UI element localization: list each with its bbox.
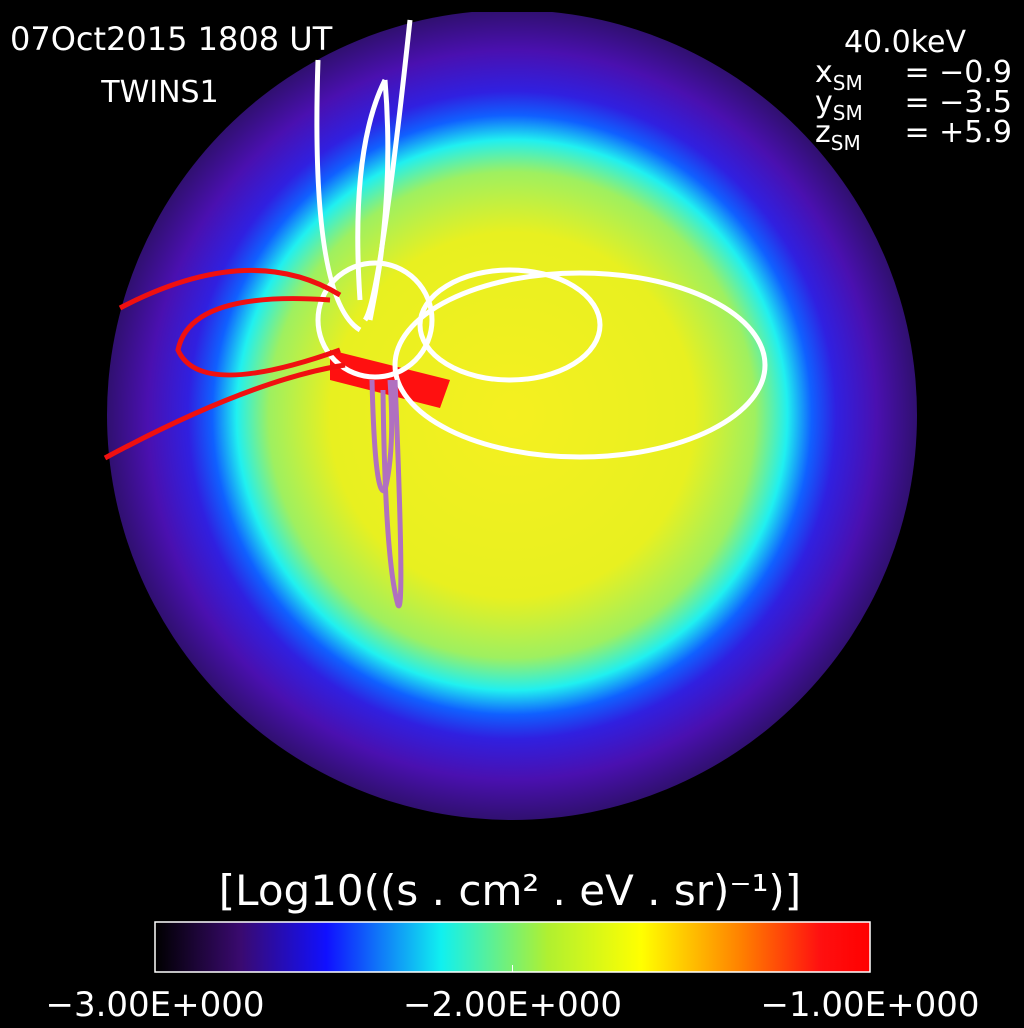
field-lines <box>103 19 768 609</box>
tick-label: −1.00E+000 <box>760 985 979 1024</box>
colorbar-label: [Log10((s . cm² . eV . sr)⁻¹)] <box>219 866 801 915</box>
ena-image <box>107 12 917 820</box>
coord-frame: SM <box>833 71 863 95</box>
colorbar <box>154 921 871 973</box>
coord-value: = −0.9 <box>904 55 1012 90</box>
tick-label: −2.00E+000 <box>403 985 622 1024</box>
date: 07Oct2015 1808 UT <box>10 20 333 58</box>
coord-frame: SM <box>831 131 861 155</box>
coord-value: = −3.5 <box>904 85 1012 120</box>
coordinate: zSM = +5.9 <box>815 115 1012 155</box>
coord-value: = +5.9 <box>904 115 1012 150</box>
energy: 40.0keV <box>844 25 967 60</box>
coordinate: xSM = −0.9 <box>815 55 1012 95</box>
coord-frame: SM <box>833 101 863 125</box>
coord-axis: x <box>815 55 833 90</box>
satellite: TWINS1 <box>100 75 218 110</box>
coordinate: ySM = −3.5 <box>815 85 1012 125</box>
coord-axis: z <box>815 115 831 150</box>
tick-label: −3.00E+000 <box>45 985 264 1024</box>
coord-axis: y <box>815 85 833 120</box>
